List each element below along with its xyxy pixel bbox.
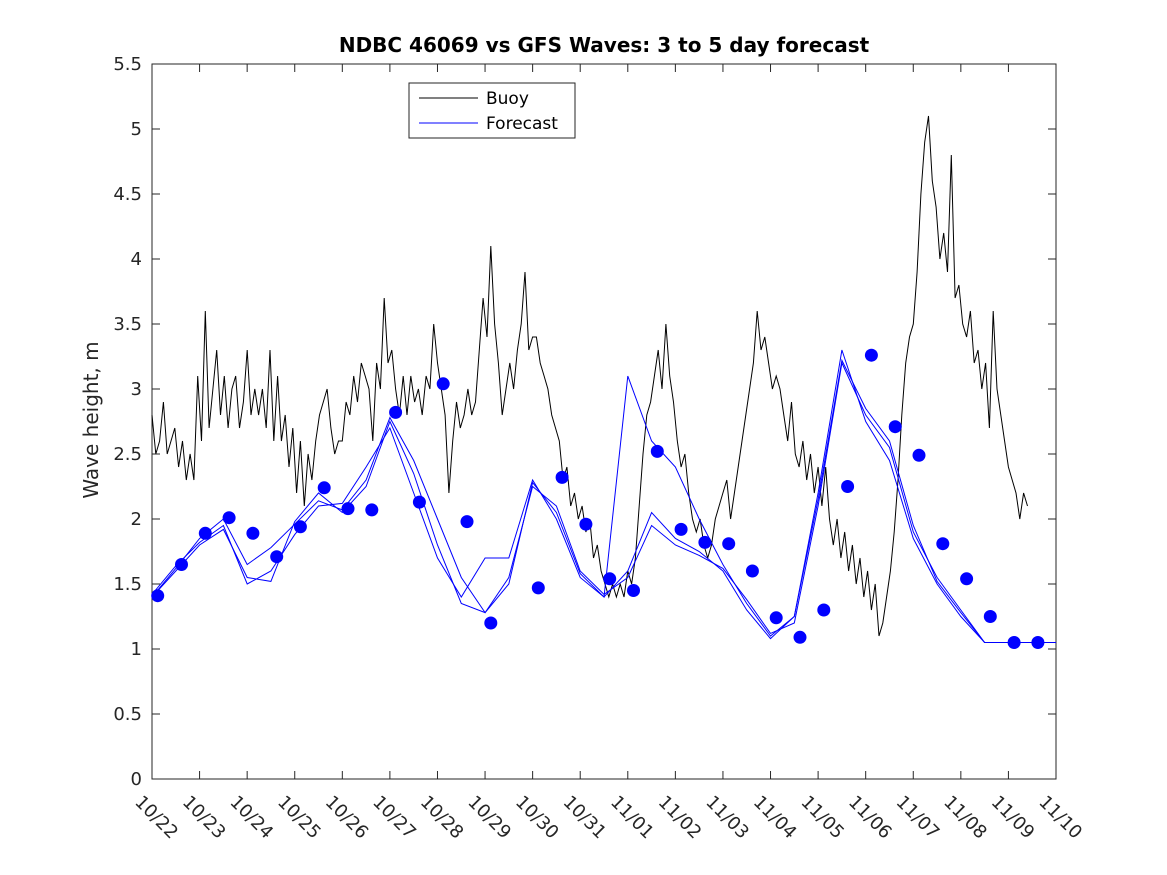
legend-forecast-label: Forecast [486, 114, 558, 134]
forecast-dot [341, 502, 355, 516]
forecast-dot [674, 522, 688, 536]
y-tick-label: 4 [131, 249, 142, 270]
forecast-dot [412, 495, 426, 509]
forecast-dot [484, 616, 498, 630]
forecast-dot [1007, 636, 1021, 649]
y-axis-title: Wave height, m [79, 341, 103, 498]
forecast-line [151, 358, 1056, 643]
forecast-dot [531, 581, 545, 595]
forecast-dot [888, 420, 902, 434]
forecast-dot [246, 526, 260, 540]
y-tick-label: 3 [131, 379, 142, 400]
forecast-dot [151, 589, 165, 603]
forecast-dot [817, 603, 831, 617]
forecast-dot [960, 572, 974, 586]
y-tick-label: 0.5 [113, 704, 142, 725]
y-tick-label: 0 [131, 769, 142, 790]
forecast-dot [175, 558, 188, 571]
forecast-dot [769, 611, 783, 625]
forecast-dot [983, 610, 997, 623]
y-tick-label: 3.5 [113, 314, 142, 335]
y-tick-label: 1 [131, 639, 142, 660]
forecast-dot [460, 515, 474, 529]
forecast-dot [698, 535, 712, 549]
y-tick-label: 5 [131, 119, 142, 140]
y-tick-label: 2.5 [113, 444, 142, 465]
forecast-dot [317, 481, 331, 495]
forecast-dots-layer [151, 348, 1045, 649]
axes-box [151, 63, 1057, 780]
y-tick-label: 5.5 [113, 54, 142, 75]
forecast-dot [793, 630, 807, 644]
forecast-dot [912, 448, 926, 462]
forecast-dot [579, 517, 593, 531]
forecast-dot [198, 526, 212, 540]
forecast-dot [222, 511, 236, 525]
legend: Buoy Forecast [408, 82, 576, 139]
y-tick-label: 4.5 [113, 184, 142, 205]
y-axis-ticks: 0 0.5 1 1.5 2 2.5 3 3.5 4 4.5 5 5.5 [113, 54, 1056, 790]
y-tick-label: 2 [131, 509, 142, 530]
forecast-dot [389, 405, 403, 419]
forecast-dot [293, 520, 307, 534]
legend-buoy-label: Buoy [486, 89, 529, 109]
forecast-dot [841, 480, 855, 493]
forecast-dot [603, 572, 617, 586]
forecast-dot [1031, 636, 1045, 649]
forecast-dot [270, 550, 284, 564]
forecast-dot [436, 377, 450, 391]
forecast-dot [365, 503, 379, 517]
forecast-dot [936, 537, 950, 551]
forecast-dot [650, 444, 664, 458]
forecast-dot [864, 348, 878, 362]
forecast-dot [745, 564, 759, 578]
forecast-dot [722, 537, 736, 551]
y-tick-label: 1.5 [113, 574, 142, 595]
chart-title: NDBC 46069 vs GFS Waves: 3 to 5 day fore… [339, 33, 870, 57]
forecast-dot [555, 470, 569, 484]
forecast-dot [627, 584, 640, 597]
legend-box [408, 82, 576, 139]
plot-area [151, 63, 1057, 780]
